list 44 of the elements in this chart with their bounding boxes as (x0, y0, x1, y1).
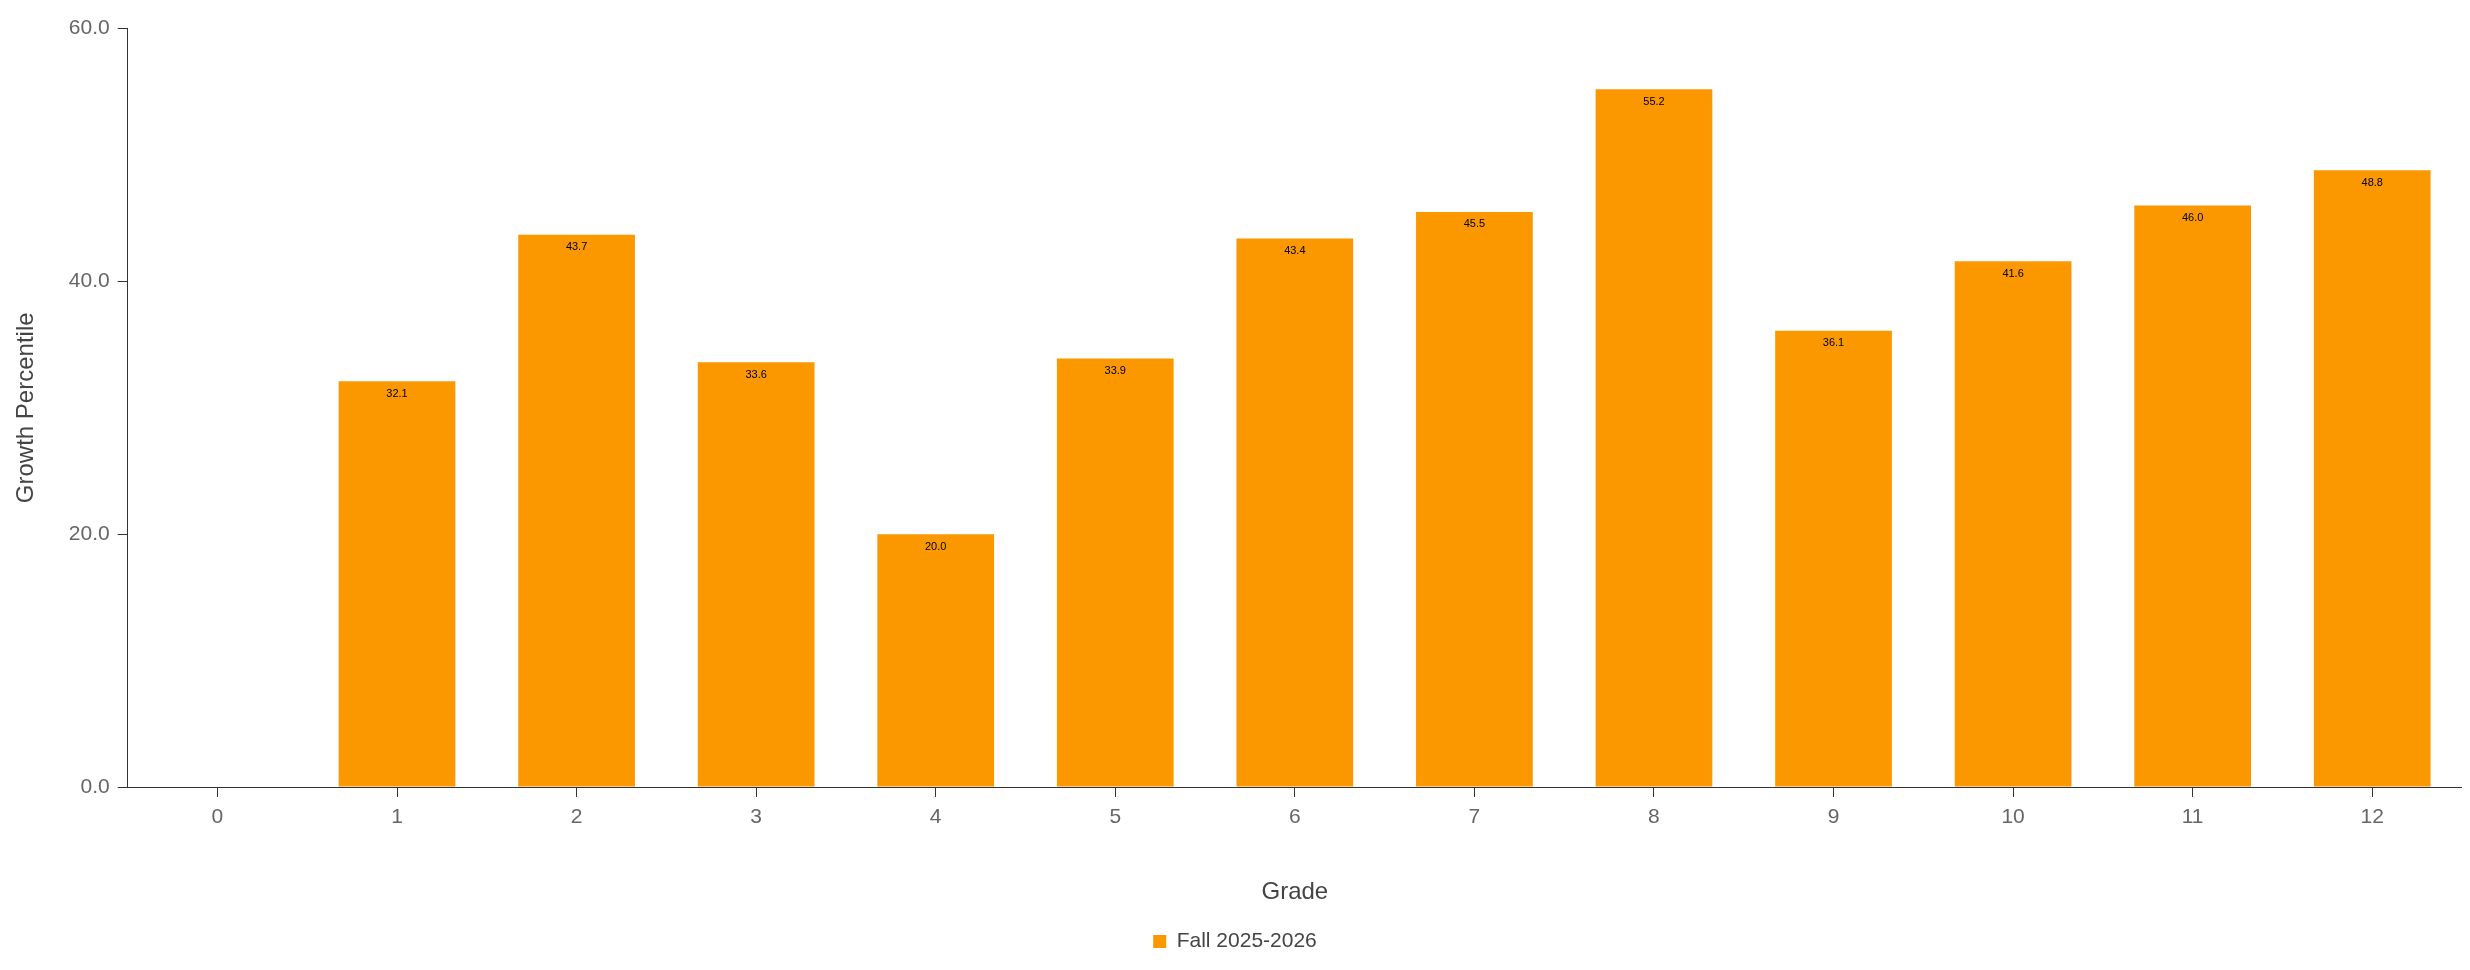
x-axis-title: Grade (1261, 877, 1329, 905)
bar (338, 381, 456, 787)
x-tick-label: 11 (2181, 804, 2204, 828)
data-label: 33.6 (745, 367, 767, 380)
data-label: 36.1 (1822, 336, 1845, 349)
bar (2134, 205, 2252, 787)
bar (877, 534, 995, 787)
data-label: 33.9 (1104, 364, 1126, 377)
x-tick-label: 12 (2360, 804, 2384, 828)
data-label: 43.4 (1284, 243, 1306, 256)
bar (697, 362, 815, 787)
data-label: 20.0 (925, 539, 947, 552)
legend-label: Fall 2025-2026 (1176, 928, 1317, 952)
x-tick-label: 5 (1109, 804, 1122, 828)
data-label: 45.5 (1463, 217, 1486, 230)
x-tick-label: 7 (1468, 804, 1481, 828)
x-tick-label: 4 (929, 804, 942, 828)
bar (1056, 358, 1174, 787)
x-tick-label: 6 (1288, 804, 1301, 828)
bar (1954, 261, 2072, 787)
y-axis-title: Growth Percentile (11, 312, 39, 504)
data-label: 41.6 (2002, 266, 2024, 279)
x-tick-label: 8 (1648, 804, 1660, 828)
x-tick-label: 0 (211, 804, 224, 828)
x-tick-label: 9 (1827, 804, 1840, 828)
bar (1595, 89, 1713, 787)
data-label: 48.8 (2361, 175, 2383, 188)
y-tick-label: 60.0 (68, 15, 110, 39)
y-tick-label: 40.0 (68, 268, 110, 292)
data-label: 46.0 (2181, 211, 2204, 224)
y-tick-label: 0.0 (80, 773, 110, 797)
x-tick-label: 2 (570, 804, 583, 828)
y-tick-label: 20.0 (68, 521, 110, 544)
bar (518, 234, 635, 787)
data-label: 32.1 (386, 386, 408, 399)
data-label: 43.7 (565, 240, 588, 253)
bar (1416, 211, 1533, 787)
x-tick-label: 10 (2001, 804, 2025, 828)
x-tick-label: 1 (391, 804, 403, 828)
bar (2313, 170, 2431, 787)
bar (1775, 330, 1892, 787)
bar (1236, 238, 1354, 787)
data-label: 55.2 (1643, 94, 1665, 107)
x-tick-label: 3 (750, 804, 762, 828)
